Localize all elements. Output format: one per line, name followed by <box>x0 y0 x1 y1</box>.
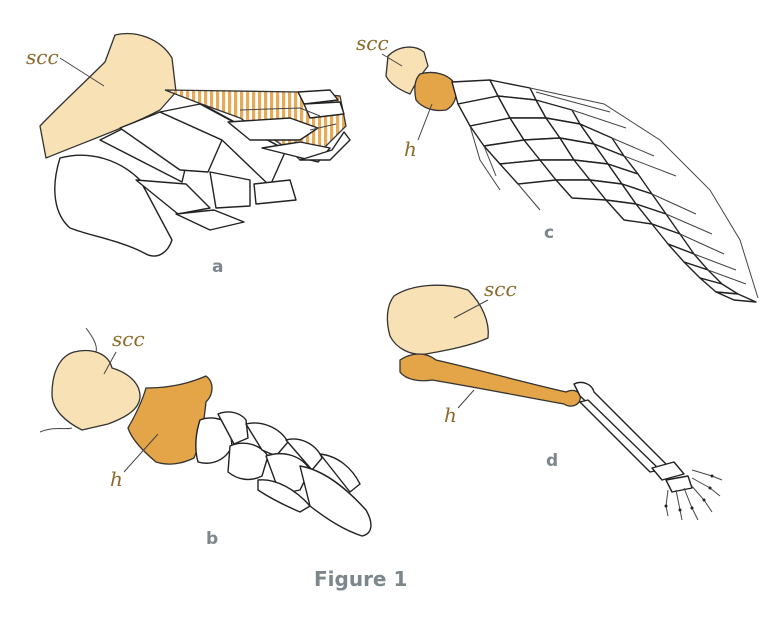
panel-c-scc-label: scc <box>356 31 389 55</box>
panel-d-letter: d <box>546 451 558 471</box>
panel-b-h-leader <box>123 433 159 473</box>
panel-a-letter: a <box>212 257 223 277</box>
panel-a-basal-plate <box>54 154 173 257</box>
panel-a-scc-label: scc <box>26 45 59 69</box>
panel-b-fin <box>39 327 372 537</box>
panel-a-scc-leader <box>59 57 105 87</box>
panel-c-humerus <box>414 71 458 112</box>
panel-b-letter: b <box>206 529 218 549</box>
panel-c-scc-leader <box>381 53 403 67</box>
figure-caption: Figure 1 <box>314 567 407 591</box>
panel-b-scc-leader <box>103 351 117 375</box>
panel-d-limb <box>386 284 723 521</box>
panel-b-scapulocoracoid <box>51 349 141 431</box>
panel-d-scc-leader <box>453 299 489 319</box>
panel-d-h-leader <box>457 389 475 409</box>
panel-c-h-leader <box>417 103 433 141</box>
panel-d-scc-label: scc <box>484 277 517 301</box>
panel-b-humerus <box>127 375 213 465</box>
panel-d-humerus <box>399 353 581 407</box>
panel-a-fin <box>39 32 351 257</box>
panel-b-scc-label: scc <box>112 327 145 351</box>
panel-c-h-label: h <box>404 137 417 161</box>
panel-d-h-label: h <box>444 403 457 427</box>
panel-b-h-label: h <box>110 467 123 491</box>
panel-c-fin <box>385 46 759 303</box>
panel-a-scapulocoracoid <box>39 32 177 159</box>
panel-c-letter: c <box>544 223 554 243</box>
panel-d-scapulocoracoid <box>386 284 489 355</box>
